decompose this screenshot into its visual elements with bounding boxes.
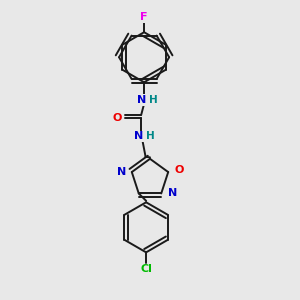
Text: H: H [148,95,157,105]
Text: F: F [140,13,148,22]
Text: N: N [117,167,126,177]
Text: N: N [136,95,146,105]
Text: O: O [112,113,122,124]
Text: N: N [134,131,143,142]
Text: O: O [175,165,184,175]
Text: N: N [168,188,177,199]
Text: H: H [146,131,155,142]
Text: Cl: Cl [140,264,152,274]
